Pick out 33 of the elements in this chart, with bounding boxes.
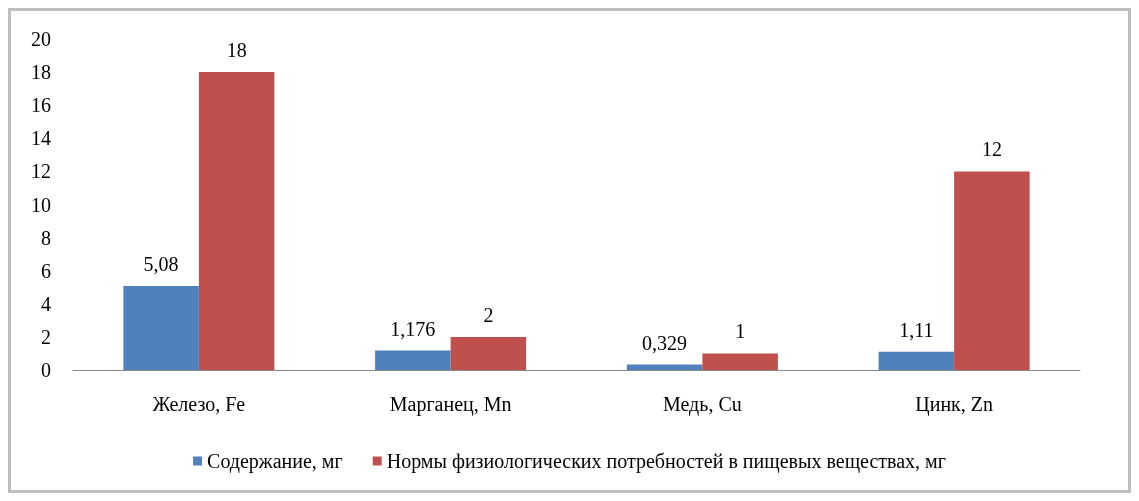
legend-label: Содержание, мг [207, 450, 343, 473]
x-tick-label: Цинк, Zn [915, 393, 994, 416]
y-tick-label: 0 [41, 359, 51, 381]
data-label: 12 [981, 138, 1002, 161]
bar [123, 285, 199, 370]
data-label: 2 [483, 303, 494, 326]
bar [626, 364, 703, 370]
y-tick-label: 12 [31, 160, 51, 183]
y-tick-label: 14 [31, 127, 51, 150]
y-tick-label: 4 [41, 292, 51, 315]
y-tick-label: 10 [31, 193, 51, 216]
bar [702, 353, 778, 370]
x-tick-label: Медь, Cu [662, 393, 742, 416]
x-tick-label: Железо, Fe [152, 393, 246, 415]
y-tick-label: 8 [41, 226, 51, 249]
data-label: 1,176 [390, 317, 436, 340]
bar [450, 336, 527, 370]
data-label: 1 [735, 320, 746, 343]
y-tick-label: 2 [41, 325, 51, 348]
y-tick-label: 20 [31, 28, 51, 50]
bar [198, 72, 275, 370]
bar [954, 171, 1030, 370]
y-tick-label: 16 [31, 94, 51, 117]
y-tick-label: 6 [41, 259, 51, 282]
x-tick-label: Марганец, Mn [389, 393, 512, 416]
y-tick-label: 18 [31, 61, 51, 84]
data-label: 0,329 [642, 331, 688, 354]
bar [375, 350, 451, 370]
bar [878, 351, 955, 370]
data-label: 18 [226, 39, 247, 62]
data-label: 1,11 [899, 318, 934, 341]
legend-label: Нормы физиологических потребностей в пищевых веществах, мг [386, 450, 946, 473]
data-label: 5,08 [143, 252, 179, 275]
